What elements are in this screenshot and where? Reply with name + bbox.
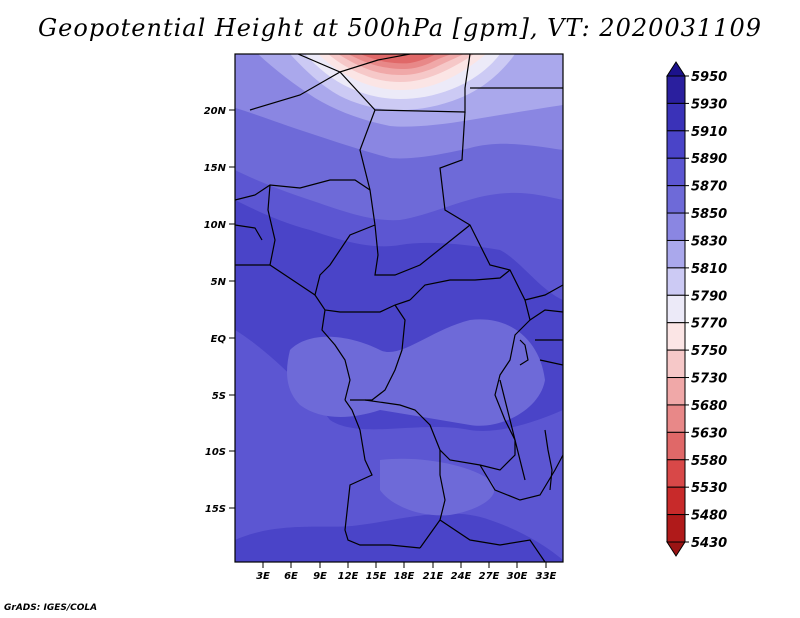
colorbar-label: 5770 — [691, 317, 727, 332]
lat-tick-label: 5N — [211, 277, 227, 288]
colorbar-segment — [666, 212, 686, 241]
colorbar-segment — [666, 157, 686, 187]
lon-tick-label: 15E — [366, 571, 387, 582]
colorbar-label: 5630 — [691, 426, 727, 441]
colorbar-segment — [666, 459, 686, 488]
border-benin — [267, 184, 276, 266]
lake-tanganyika — [499, 379, 526, 481]
height-field — [235, 54, 563, 562]
colorbar-label: 5890 — [691, 152, 727, 167]
border-drc-east — [494, 299, 531, 441]
border-mali-niger-nigeria — [235, 179, 371, 201]
border-uganda — [529, 309, 563, 321]
border-libya-chad — [374, 54, 471, 113]
lat-tick-label: 10S — [205, 447, 226, 458]
field-south-edge — [235, 513, 563, 562]
lon-tick-label: 12E — [338, 571, 359, 582]
lat-tick-label: 5S — [212, 391, 226, 402]
lat-axis: 20N 15N 10N 5N EQ 5S 10S 15S — [204, 106, 235, 515]
colorbar-label: 5930 — [691, 97, 727, 112]
colorbar-segment — [666, 486, 686, 516]
colorbar-label: 5730 — [691, 372, 727, 387]
colorbar-segment — [666, 349, 686, 379]
colorbar-label: 5680 — [691, 399, 727, 414]
colorbar: 5950 5930 5910 5890 5870 5850 5830 5810 5790 5770… — [666, 61, 727, 557]
lon-tick-label: 24E — [451, 571, 472, 582]
colorbar-label: 5750 — [691, 344, 727, 359]
border-zambia-tanzania — [479, 454, 563, 501]
colorbar-segment — [666, 239, 686, 269]
lon-tick-label: 6E — [284, 571, 298, 582]
coast-gulf-guinea — [235, 264, 316, 296]
colorbar-segment — [666, 130, 686, 159]
colorbar-segment — [666, 267, 686, 296]
lat-tick-label: 15S — [205, 504, 226, 515]
border-chad-sudan — [439, 111, 563, 301]
chart-title: Geopotential Height at 500hPa [gpm], VT:… — [38, 14, 762, 42]
country-borders — [235, 54, 563, 562]
colorbar-segment — [666, 185, 686, 214]
colorbar-label: 5830 — [691, 234, 727, 249]
border-car-drc — [409, 269, 511, 301]
border-angola-zambia — [419, 450, 446, 549]
colorbar-label: 5530 — [691, 481, 727, 496]
border-drc-south — [364, 399, 516, 471]
lon-tick-label: 18E — [394, 571, 415, 582]
field-basin-patch — [287, 319, 545, 426]
colorbar-top-arrow — [666, 61, 686, 77]
lake-victoria — [535, 339, 563, 366]
lake-kivu — [519, 339, 529, 366]
lon-tick-label: 33E — [536, 571, 557, 582]
colorbar-label: 5810 — [691, 262, 727, 277]
border-gabon-congo — [321, 309, 351, 401]
colorbar-segment — [666, 514, 686, 543]
colorbar-segment — [666, 404, 686, 433]
colorbar-label: 5910 — [691, 125, 727, 140]
lat-tick-label: 20N — [204, 106, 227, 117]
border-zambia-south — [439, 519, 546, 562]
colorbar-segment — [666, 102, 686, 132]
colorbar-bottom-arrow — [666, 541, 686, 557]
lon-tick-label: 9E — [313, 571, 327, 582]
colorbar-label: 5430 — [691, 536, 727, 551]
lon-tick-label: 3E — [256, 571, 270, 582]
border-car-chad — [374, 224, 471, 276]
lake-malawi — [544, 429, 553, 491]
field-ridge-5580 — [360, 54, 436, 64]
lon-tick-label: 21E — [423, 571, 444, 582]
border-cameroon — [314, 224, 411, 313]
lon-axis: 3E 6E 9E 12E 15E 18E 21E 24E 27E 30E 33E — [256, 562, 557, 582]
grads-credit: GrADS: IGES/COLA — [4, 603, 98, 613]
colorbar-label: 5480 — [691, 509, 727, 524]
border-angola — [344, 399, 421, 549]
colorbar-segment — [666, 75, 686, 104]
colorbar-segment — [666, 294, 686, 324]
colorbar-segment — [666, 322, 686, 351]
colorbar-segment — [666, 431, 686, 461]
lon-tick-label: 27E — [479, 571, 500, 582]
lat-tick-label: 10N — [204, 220, 227, 231]
field-south-patch — [380, 458, 495, 516]
lat-tick-label: EQ — [211, 334, 227, 345]
border-congo-drc — [350, 304, 406, 401]
lat-tick-label: 15N — [204, 163, 227, 174]
colorbar-label: 5950 — [691, 70, 727, 85]
colorbar-label: 5850 — [691, 207, 727, 222]
map-frame — [234, 53, 564, 563]
coast-west — [235, 224, 263, 241]
colorbar-label: 5870 — [691, 180, 727, 195]
colorbar-segment — [666, 377, 686, 406]
colorbar-label: 5790 — [691, 289, 727, 304]
colorbar-label: 5580 — [691, 454, 727, 469]
lon-tick-label: 30E — [507, 571, 528, 582]
border-algeria-libya — [297, 54, 411, 73]
